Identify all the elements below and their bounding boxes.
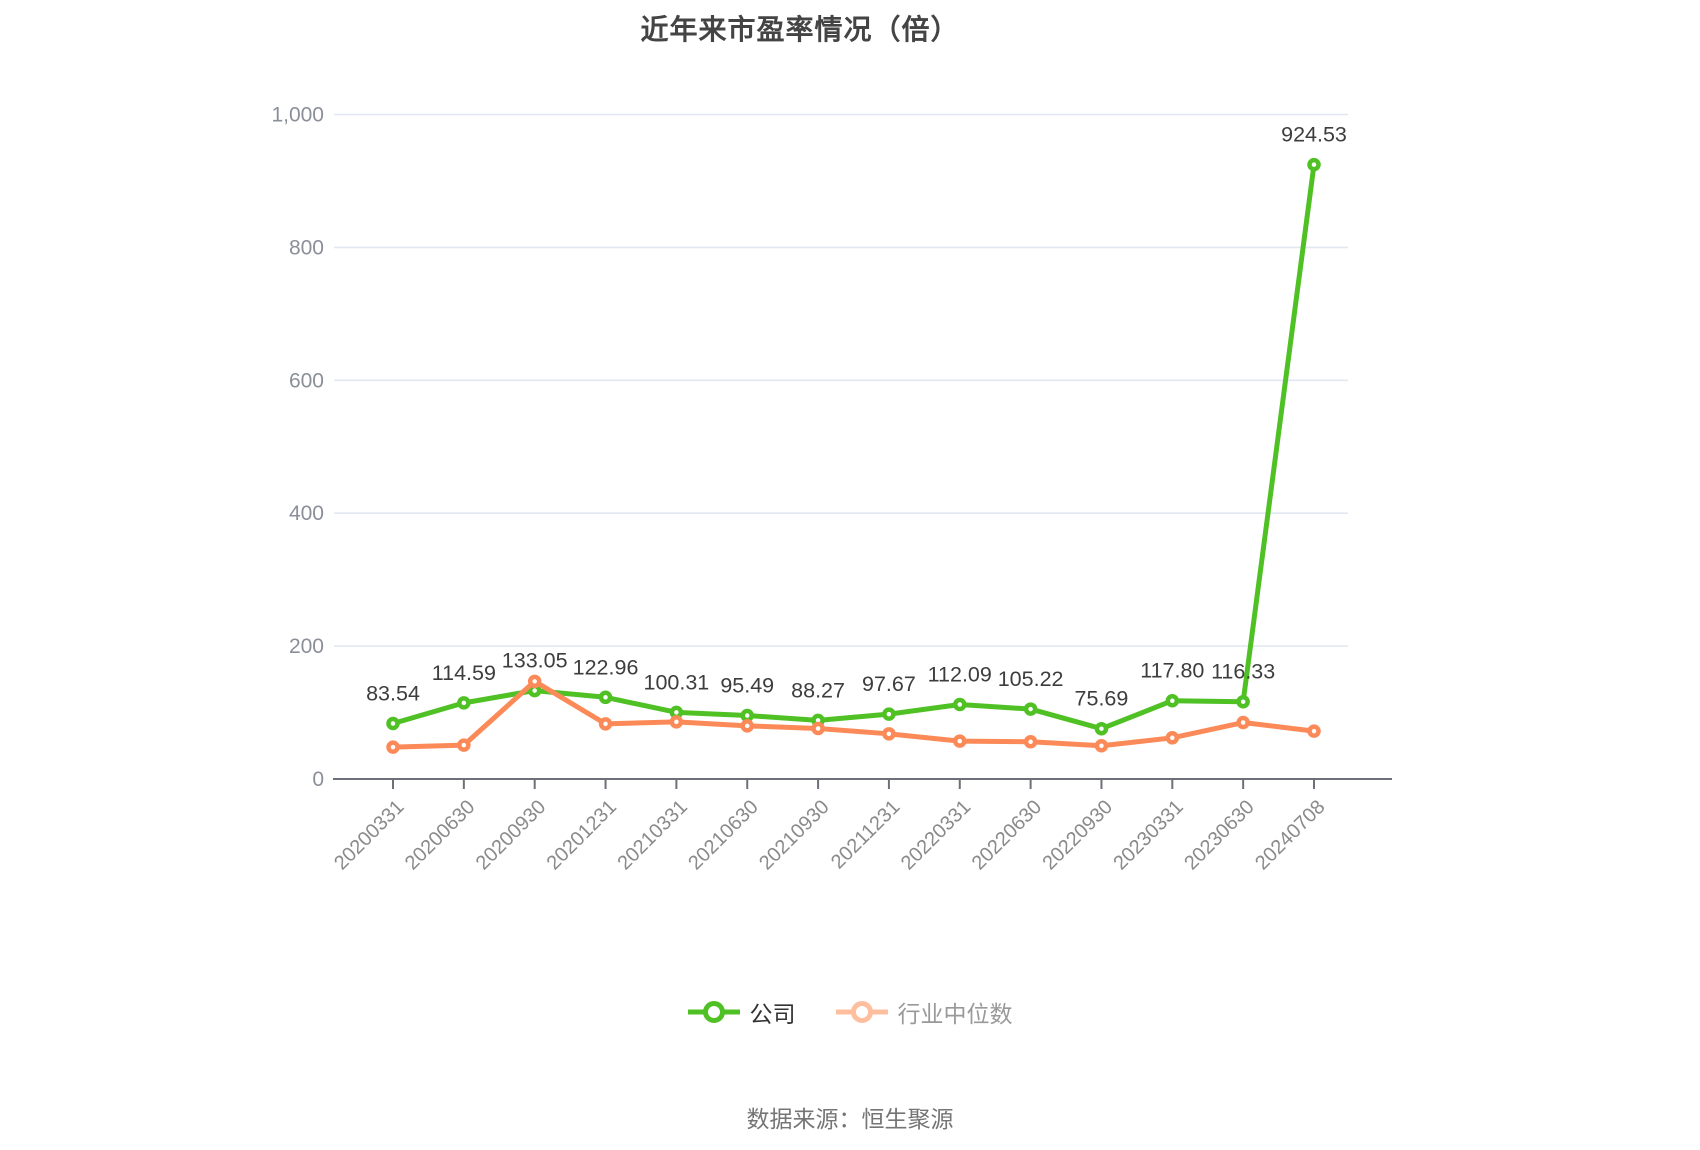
x-tick-label-20210930: 20210930 [755, 796, 833, 874]
value-label-20200630: 114.59 [432, 661, 496, 685]
x-tick-label-20230331: 20230331 [1109, 796, 1187, 874]
x-tick-label-20220930: 20220930 [1039, 796, 1117, 874]
chart-title: 近年来市盈率情况（倍） [640, 14, 960, 45]
line-公司 [390, 162, 1317, 732]
legend-label: 行业中位数 [897, 1001, 1013, 1027]
point-行业中位数-20220930[interactable] [1094, 739, 1109, 753]
point-公司-20240708[interactable] [1307, 157, 1321, 172]
value-label-20230331: 117.80 [1140, 659, 1204, 683]
x-tick-label-20240708: 20240708 [1251, 796, 1329, 874]
x-tick-label-20200930: 20200930 [472, 796, 550, 874]
point-行业中位数-20200630[interactable] [457, 738, 471, 752]
point-行业中位数-20201231[interactable] [598, 717, 613, 731]
value-label-20211231: 97.67 [862, 672, 916, 696]
point-公司-20230331[interactable] [1165, 693, 1180, 708]
value-label-20220930: 75.69 [1075, 687, 1129, 711]
point-公司-20201231[interactable] [598, 690, 613, 705]
point-行业中位数-20240708[interactable] [1307, 724, 1321, 738]
point-行业中位数-20230630[interactable] [1236, 715, 1250, 730]
x-tick-label-20210630: 20210630 [684, 796, 762, 874]
y-tick-label: 600 [289, 369, 324, 392]
point-公司-20220930[interactable] [1094, 721, 1109, 736]
series-公司 [386, 157, 1321, 736]
x-tick-label-20201231: 20201231 [543, 796, 621, 874]
point-公司-20230630[interactable] [1236, 694, 1250, 709]
value-label-20210331: 100.31 [644, 670, 710, 694]
legend-item-公司[interactable]: 公司 [687, 995, 796, 1029]
legend-label: 公司 [749, 1001, 796, 1027]
point-公司-20211231[interactable] [882, 707, 896, 721]
legend-marker-icon [687, 1001, 740, 1023]
point-行业中位数-20200331[interactable] [386, 740, 400, 754]
value-label-20201231: 122.96 [573, 655, 639, 679]
value-label-20220331: 112.09 [928, 663, 992, 687]
x-tick-label-20220630: 20220630 [968, 796, 1046, 874]
plot-area: 0 200 400 600 800 1,000 2020033120200630202009… [271, 104, 1392, 874]
point-公司-20220331[interactable] [953, 697, 967, 712]
value-label-20230630: 116.33 [1211, 660, 1275, 684]
value-label-20220630: 105.22 [998, 667, 1064, 691]
point-行业中位数-20200930[interactable] [527, 674, 542, 689]
y-axis-labels: 0 200 400 600 800 1,000 [271, 104, 324, 792]
point-行业中位数-20210331[interactable] [669, 715, 684, 729]
legend-ring [850, 1001, 873, 1023]
point-行业中位数-20220331[interactable] [953, 734, 967, 748]
point-公司-20200331[interactable] [386, 716, 400, 731]
x-tick-label-20220331: 20220331 [897, 796, 975, 874]
value-label-20240708: 924.53 [1281, 123, 1347, 147]
y-tick-label: 1,000 [271, 104, 324, 127]
value-label-20200331: 83.54 [366, 681, 420, 705]
x-axis: 2020033120200630202009302020123120210331… [330, 778, 1392, 874]
point-公司-20210630[interactable] [740, 708, 754, 723]
point-行业中位数-20211231[interactable] [882, 727, 896, 741]
chart-legend: 公司 行业中位数 [0, 995, 1700, 1029]
series-行业中位数 [386, 674, 1321, 754]
legend-item-行业中位数[interactable]: 行业中位数 [835, 995, 1013, 1029]
y-tick-label: 0 [312, 768, 324, 791]
point-行业中位数-20210930[interactable] [811, 721, 825, 736]
x-tick-label-20200630: 20200630 [401, 796, 479, 874]
point-行业中位数-20220630[interactable] [1023, 735, 1038, 749]
y-tick-label: 200 [289, 635, 324, 658]
y-tick-label: 800 [289, 236, 324, 259]
x-tick-label-20230630: 20230630 [1180, 796, 1258, 874]
value-label-20210630: 95.49 [720, 674, 774, 698]
legend-ring [702, 1001, 725, 1023]
x-tick-label-20200331: 20200331 [330, 796, 408, 874]
point-行业中位数-20210630[interactable] [740, 719, 754, 733]
point-公司-20220630[interactable] [1023, 702, 1038, 716]
gridlines [334, 113, 1348, 647]
x-tick-label-20210331: 20210331 [613, 796, 691, 874]
y-tick-label: 400 [289, 502, 324, 525]
value-label-20210930: 88.27 [791, 678, 845, 702]
data-source-label: 数据来源：恒生聚源 [746, 1106, 954, 1132]
point-行业中位数-20230331[interactable] [1165, 731, 1180, 745]
x-tick-label-20211231: 20211231 [827, 796, 904, 873]
legend-marker-icon [835, 1001, 888, 1023]
line-行业中位数 [390, 678, 1317, 750]
point-公司-20200630[interactable] [457, 696, 471, 710]
value-label-20200930: 133.05 [502, 649, 568, 673]
